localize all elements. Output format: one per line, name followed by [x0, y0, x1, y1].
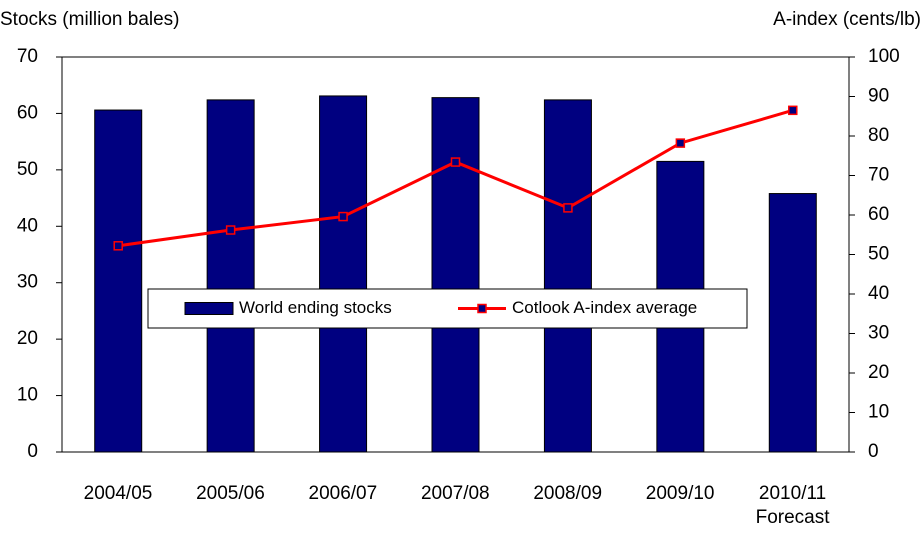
bar — [206, 99, 255, 453]
x-tick-label: 2004/05 — [83, 483, 153, 504]
y2-tick-label: 20 — [868, 362, 889, 383]
y2-tick-label: 70 — [868, 165, 889, 186]
y-tick-label: 70 — [17, 46, 38, 67]
bar — [431, 97, 480, 453]
x-tick-label: 2010/11 Forecast — [755, 483, 830, 528]
legend-label: Cotlook A-index average — [512, 298, 697, 317]
bar — [94, 109, 143, 453]
y2-tick-label: 60 — [868, 204, 889, 225]
y-tick-label: 40 — [17, 215, 38, 236]
y-tick-label: 0 — [27, 441, 38, 462]
marker — [450, 157, 461, 167]
x-tick-label: 2007/08 — [420, 483, 490, 504]
y2-tick-label: 40 — [868, 283, 889, 304]
legend — [147, 288, 748, 329]
marker — [113, 241, 123, 251]
y-tick-label: 10 — [17, 385, 38, 406]
x-tick-label: 2008/09 — [533, 483, 603, 504]
bar — [543, 99, 592, 453]
y-tick-label: 20 — [17, 328, 38, 349]
y2-tick-label: 80 — [868, 125, 889, 146]
y2-tick-label: 90 — [868, 86, 889, 107]
y2-tick-label: 50 — [868, 244, 889, 265]
marker — [338, 211, 348, 222]
y-tick-label: 30 — [17, 272, 38, 293]
y2-tick-label: 0 — [868, 441, 879, 462]
x-tick-label: 2005/06 — [196, 483, 265, 504]
y2-axis-title: A-index (cents/lb) — [773, 9, 921, 30]
marker — [675, 138, 686, 148]
x-tick-label: 2006/07 — [308, 483, 378, 504]
marker — [788, 105, 798, 116]
legend-label: World ending stocks — [239, 298, 392, 317]
marker — [225, 225, 236, 235]
x-tick-label: 2009/10 — [645, 483, 715, 504]
y2-tick-label: 100 — [868, 46, 900, 67]
legend-swatch — [184, 302, 234, 315]
legend-marker — [477, 303, 487, 314]
bar — [319, 95, 368, 453]
y-axis-title: Stocks (million bales) — [0, 9, 180, 30]
y2-tick-label: 10 — [868, 402, 889, 423]
y-tick-label: 60 — [17, 102, 38, 123]
y-tick-label: 50 — [17, 159, 38, 180]
bar — [768, 193, 817, 453]
y2-tick-label: 30 — [868, 323, 889, 344]
marker — [563, 203, 573, 213]
